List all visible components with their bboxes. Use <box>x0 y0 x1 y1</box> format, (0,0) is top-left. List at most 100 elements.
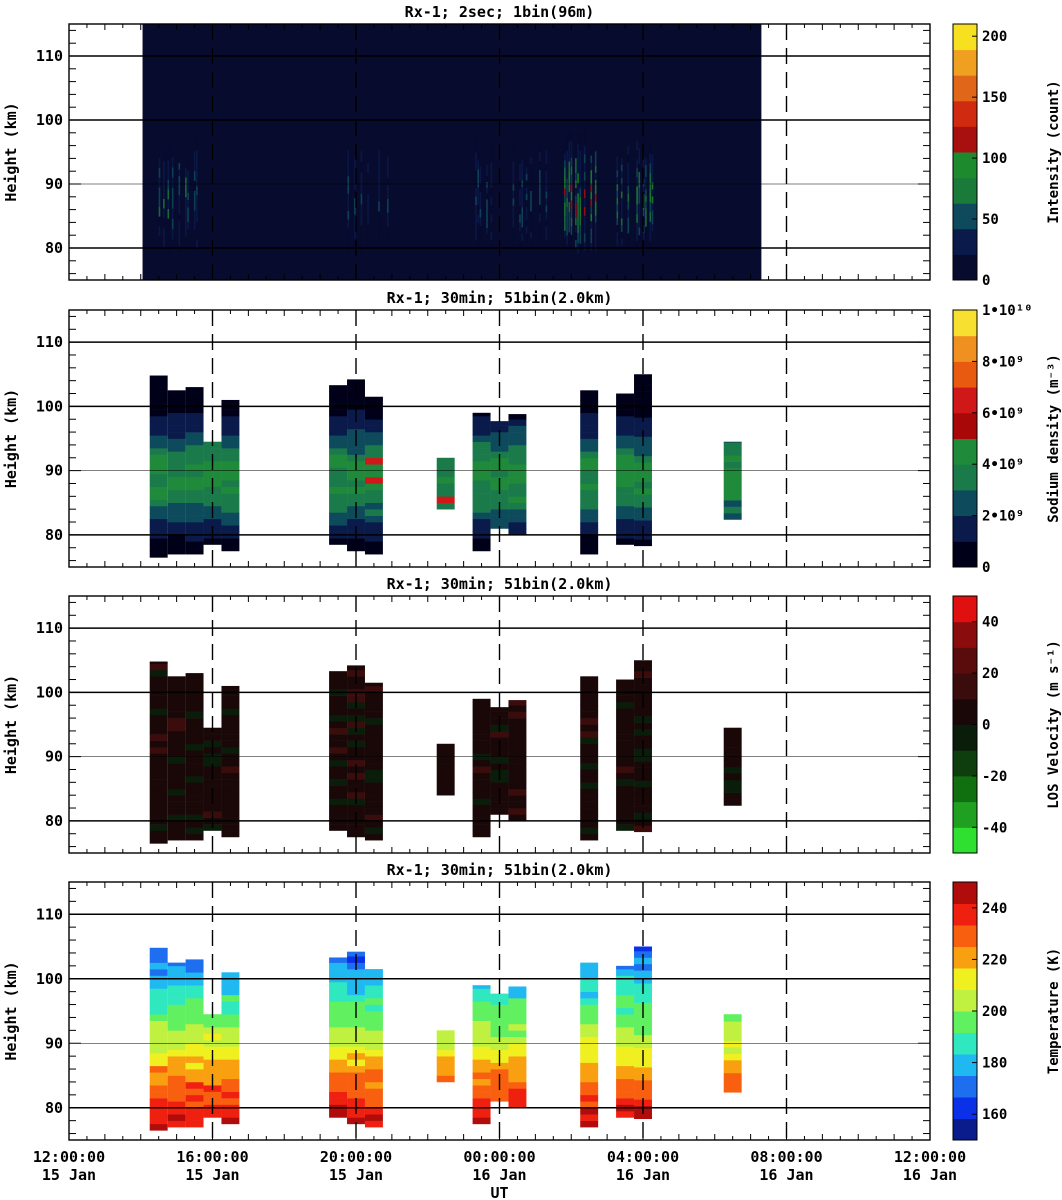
data-cell <box>580 528 599 536</box>
x-tick-time: 12:00:00 <box>33 1148 105 1166</box>
data-cell <box>185 470 204 478</box>
data-cell <box>723 792 742 800</box>
data-cell <box>580 698 599 706</box>
intensity-streak <box>579 188 582 198</box>
data-cell <box>723 493 742 501</box>
data-cell <box>472 1059 491 1067</box>
data-cell <box>167 1030 186 1038</box>
intensity-streak <box>512 190 515 199</box>
data-cell <box>508 808 527 815</box>
data-cell <box>167 998 186 1005</box>
intensity-streak <box>519 197 521 206</box>
intensity-streak <box>512 235 515 243</box>
data-cell <box>436 1056 455 1063</box>
intensity-streak <box>620 211 623 219</box>
intensity-streak <box>347 219 350 229</box>
intensity-streak <box>178 207 181 215</box>
intensity-streak <box>521 220 523 228</box>
intensity-streak <box>636 186 638 196</box>
data-cell <box>329 798 348 806</box>
data-cell <box>185 743 204 751</box>
y-axis-label: Height (km) <box>2 961 20 1060</box>
intensity-streak <box>649 202 652 213</box>
x-tick-date: 16 Jan <box>472 1166 526 1184</box>
intensity-streak <box>171 229 174 240</box>
intensity-streak <box>570 183 573 192</box>
data-cell <box>436 1075 455 1083</box>
intensity-streak <box>171 167 174 178</box>
data-cell <box>364 985 383 992</box>
data-cell <box>616 505 635 513</box>
data-cell <box>364 515 383 523</box>
data-cell <box>221 785 240 793</box>
data-cell <box>329 727 348 735</box>
data-cell <box>203 448 222 455</box>
intensity-streak <box>490 153 493 163</box>
data-cell <box>616 824 635 831</box>
intensity-streak <box>475 187 477 197</box>
intensity-streak <box>545 240 548 248</box>
data-cell <box>616 518 635 526</box>
data-cell <box>723 506 742 514</box>
data-cell <box>364 978 383 986</box>
data-cell <box>185 705 204 712</box>
data-cell <box>616 493 635 500</box>
data-cell <box>508 750 527 757</box>
data-cell <box>436 477 455 484</box>
intensity-streak <box>490 214 493 223</box>
data-cell <box>616 804 635 812</box>
data-cell <box>364 406 383 414</box>
intensity-streak <box>354 230 356 240</box>
data-cell <box>364 547 383 555</box>
intensity-streak <box>196 240 198 250</box>
colorbar-swatch <box>953 438 977 465</box>
data-cell <box>347 493 365 500</box>
intensity-streak <box>645 177 647 184</box>
intensity-streak <box>627 154 630 163</box>
data-cell <box>580 515 599 523</box>
intensity-streak <box>530 211 532 219</box>
intensity-streak <box>620 151 623 158</box>
data-cell <box>329 1007 348 1015</box>
intensity-streak <box>545 184 548 192</box>
data-cell <box>149 390 168 398</box>
data-cell <box>580 522 599 529</box>
data-cell <box>185 724 204 732</box>
intensity-streak <box>475 143 477 153</box>
data-cell <box>723 741 742 748</box>
data-cell <box>149 1117 168 1125</box>
intensity-streak <box>477 205 479 215</box>
intensity-streak <box>347 228 350 238</box>
intensity-streak <box>570 191 573 201</box>
intensity-streak <box>185 167 187 178</box>
data-cell <box>167 711 186 719</box>
data-cell <box>347 1117 365 1125</box>
data-cell <box>185 502 204 510</box>
data-cell <box>436 502 455 510</box>
intensity-streak <box>512 205 515 214</box>
data-cell <box>149 824 168 831</box>
intensity-streak <box>367 183 369 194</box>
colorbar-tick-label: 200 <box>982 1004 1007 1020</box>
data-cell <box>149 811 168 818</box>
data-cell <box>580 808 599 815</box>
data-cell <box>185 756 204 764</box>
colorbar-swatch <box>953 946 977 969</box>
data-cell <box>185 444 204 452</box>
intensity-streak <box>475 231 477 241</box>
data-cell <box>472 460 491 468</box>
data-cell <box>580 833 599 841</box>
intensity-streak <box>530 204 532 212</box>
data-cell <box>329 772 348 780</box>
intensity-streak <box>475 205 477 214</box>
data-cell <box>167 438 186 446</box>
data-cell <box>167 782 186 790</box>
colorbar-swatch <box>953 1011 977 1033</box>
data-cell <box>634 735 652 743</box>
intensity-streak <box>645 170 647 178</box>
data-cell <box>580 769 599 777</box>
data-cell <box>364 464 383 471</box>
data-cell <box>364 1043 383 1050</box>
colorbar-swatch <box>953 724 977 751</box>
data-cell <box>490 801 509 809</box>
